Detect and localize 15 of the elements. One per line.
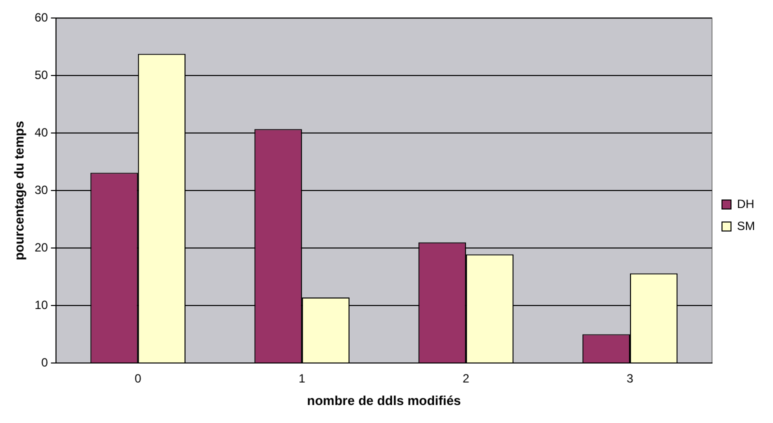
y-tick-label: 50 [34, 68, 48, 82]
y-tick-label: 10 [34, 298, 48, 312]
x-tick-label: 0 [134, 372, 142, 386]
y-tick-label: 0 [41, 355, 48, 370]
y-tick-label: 30 [34, 182, 48, 197]
x-tick-label: 2 [462, 372, 470, 386]
y-tick-label: 40 [34, 125, 48, 140]
x-axis-title: nombre de ddls modifiés [307, 392, 461, 408]
legend-label: DH [737, 196, 754, 211]
legend-label: SM [737, 218, 756, 233]
y-tick-label: 60 [34, 10, 48, 25]
y-axis-title: pourcentage du temps [11, 120, 26, 260]
x-tick-label: 1 [298, 372, 306, 386]
y-tick-label: 20 [34, 240, 48, 254]
x-tick-label: 3 [626, 372, 634, 386]
